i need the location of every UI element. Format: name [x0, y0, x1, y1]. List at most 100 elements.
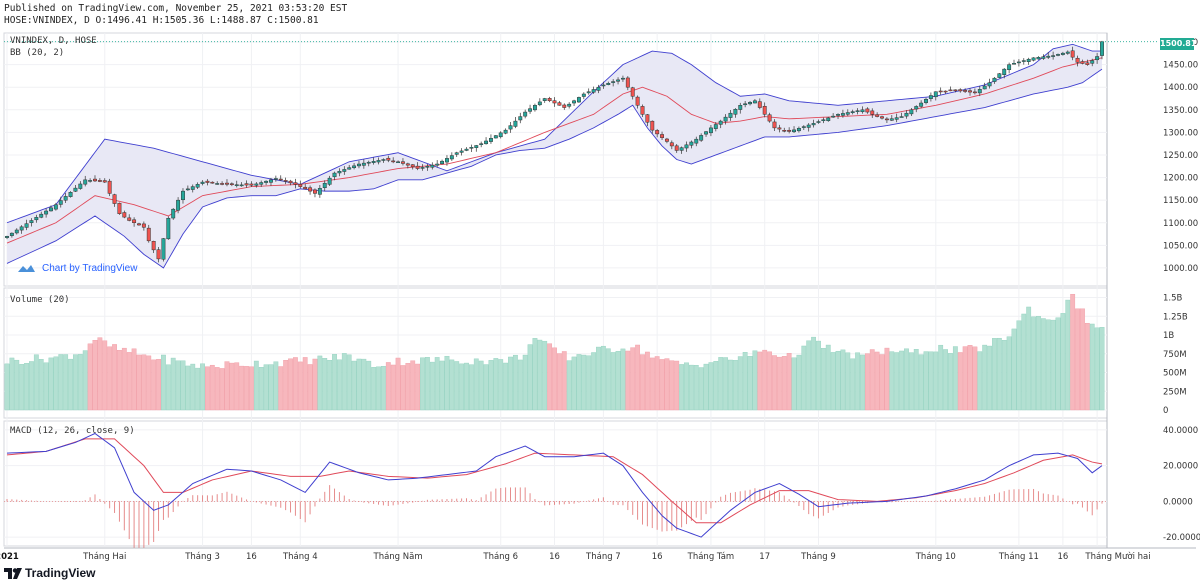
candle-body[interactable]	[322, 182, 327, 189]
candle-body[interactable]	[166, 217, 171, 240]
candle-body[interactable]	[1046, 55, 1051, 58]
candle-body[interactable]	[1085, 62, 1090, 65]
volume-bar[interactable]	[263, 364, 269, 411]
candle-body[interactable]	[689, 141, 694, 146]
volume-bar[interactable]	[840, 349, 846, 411]
candle-body[interactable]	[826, 117, 831, 121]
candle-body[interactable]	[1090, 60, 1095, 64]
volume-bar[interactable]	[307, 364, 313, 411]
volume-bar[interactable]	[899, 350, 904, 411]
candle-body[interactable]	[1002, 68, 1007, 75]
candle-body[interactable]	[982, 85, 987, 90]
volume-bar[interactable]	[684, 362, 689, 411]
candle-body[interactable]	[1016, 61, 1021, 64]
candle-body[interactable]	[919, 102, 924, 107]
volume-bar[interactable]	[73, 354, 78, 411]
volume-bar[interactable]	[161, 354, 166, 411]
candle-body[interactable]	[474, 145, 479, 148]
candle-body[interactable]	[484, 140, 489, 145]
candle-body[interactable]	[420, 167, 425, 169]
volume-bar[interactable]	[268, 364, 274, 411]
candle-body[interactable]	[303, 186, 308, 190]
candle-body[interactable]	[181, 190, 185, 201]
volume-bar[interactable]	[850, 358, 856, 411]
candle-body[interactable]	[1012, 63, 1016, 65]
volume-bar[interactable]	[180, 360, 186, 411]
volume-bar[interactable]	[830, 352, 836, 411]
volume-bar[interactable]	[923, 351, 929, 411]
volume-bar[interactable]	[679, 364, 684, 411]
volume-bar[interactable]	[322, 358, 328, 411]
volume-bar[interactable]	[1050, 319, 1056, 411]
candle-body[interactable]	[684, 144, 689, 149]
candle-body[interactable]	[1007, 64, 1012, 70]
volume-bar[interactable]	[459, 363, 465, 411]
volume-bar[interactable]	[126, 352, 132, 411]
volume-bar[interactable]	[63, 354, 69, 411]
candle-body[interactable]	[992, 77, 997, 82]
volume-bar[interactable]	[860, 354, 865, 411]
volume-bar[interactable]	[904, 348, 909, 411]
volume-bar[interactable]	[605, 348, 611, 411]
volume-bar[interactable]	[87, 343, 93, 411]
candle-body[interactable]	[401, 161, 405, 164]
volume-bar[interactable]	[205, 366, 210, 411]
candle-body[interactable]	[591, 89, 596, 93]
volume-bar[interactable]	[136, 354, 142, 411]
candle-body[interactable]	[425, 166, 430, 168]
volume-bar[interactable]	[425, 357, 430, 411]
candle-body[interactable]	[293, 182, 298, 185]
volume-bar[interactable]	[654, 356, 660, 411]
volume-bar[interactable]	[845, 352, 851, 411]
volume-bar[interactable]	[879, 354, 885, 411]
volume-bar[interactable]	[952, 346, 958, 411]
volume-bar[interactable]	[781, 356, 787, 411]
volume-bar[interactable]	[992, 338, 997, 411]
candle-body[interactable]	[381, 159, 386, 161]
volume-bar[interactable]	[816, 340, 821, 411]
volume-bar[interactable]	[156, 359, 161, 411]
candle-body[interactable]	[924, 99, 928, 103]
candle-body[interactable]	[655, 130, 660, 135]
volume-bar[interactable]	[366, 360, 372, 411]
candle-body[interactable]	[904, 112, 909, 117]
volume-bar[interactable]	[112, 344, 117, 411]
candle-body[interactable]	[1041, 56, 1046, 59]
candle-body[interactable]	[958, 89, 963, 92]
candle-body[interactable]	[855, 110, 860, 112]
volume-bar[interactable]	[772, 355, 777, 411]
candle-body[interactable]	[337, 170, 342, 174]
candle-body[interactable]	[963, 90, 968, 92]
candle-body[interactable]	[508, 125, 513, 130]
volume-bar[interactable]	[669, 360, 675, 411]
candle-body[interactable]	[269, 179, 273, 183]
volume-bar[interactable]	[190, 363, 196, 411]
volume-bar[interactable]	[869, 349, 875, 411]
candle-body[interactable]	[718, 120, 723, 125]
volume-bar[interactable]	[293, 357, 298, 411]
volume-bar[interactable]	[703, 363, 709, 411]
candle-body[interactable]	[933, 91, 938, 98]
volume-bar[interactable]	[918, 354, 924, 411]
volume-bar[interactable]	[1089, 323, 1095, 411]
volume-bar[interactable]	[1036, 316, 1041, 411]
candle-body[interactable]	[93, 178, 97, 182]
volume-bar[interactable]	[977, 351, 983, 411]
volume-bar[interactable]	[341, 353, 347, 411]
candle-body[interactable]	[440, 160, 445, 165]
candle-body[interactable]	[801, 126, 806, 128]
volume-bar[interactable]	[967, 345, 973, 411]
candle-body[interactable]	[674, 145, 679, 151]
volume-bar[interactable]	[610, 352, 616, 411]
volume-bar[interactable]	[811, 336, 816, 411]
candle-body[interactable]	[772, 121, 777, 129]
candle-body[interactable]	[870, 110, 875, 115]
candle-body[interactable]	[396, 161, 401, 164]
candle-body[interactable]	[743, 103, 748, 106]
candle-body[interactable]	[537, 101, 542, 106]
candle-body[interactable]	[1080, 61, 1085, 64]
volume-bar[interactable]	[195, 367, 201, 411]
volume-bar[interactable]	[131, 348, 137, 411]
candle-body[interactable]	[562, 104, 567, 108]
candle-body[interactable]	[156, 249, 161, 260]
